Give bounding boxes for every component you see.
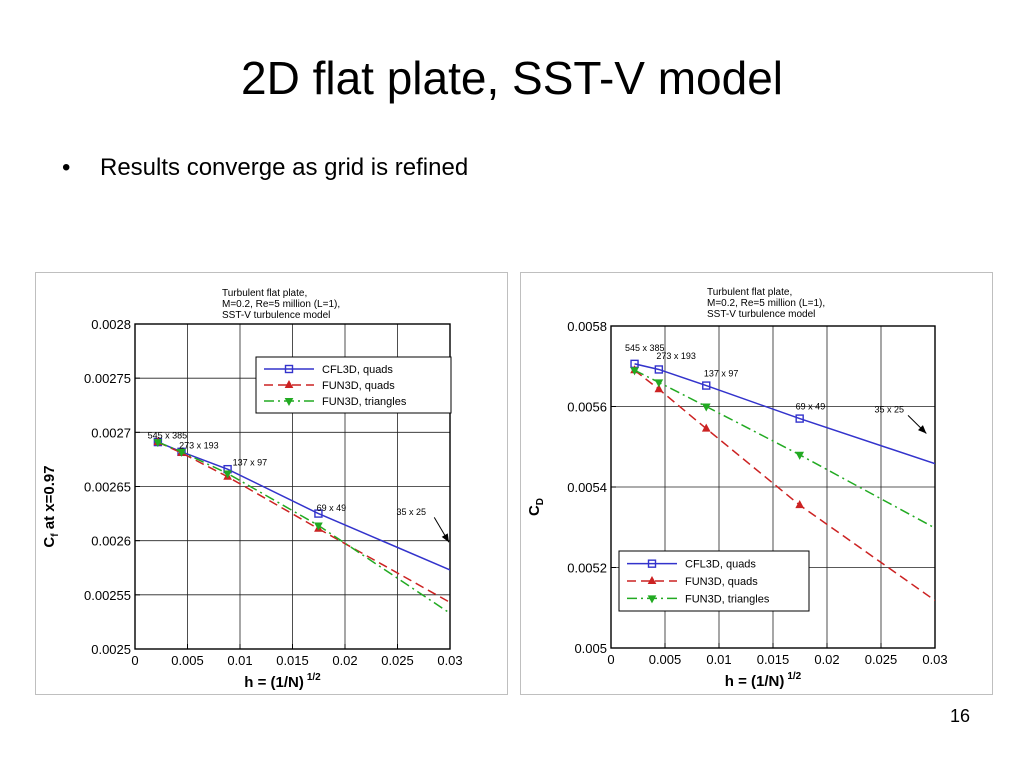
- grid-size-annotation: 273 x 193: [656, 351, 696, 361]
- grid-size-annotation: 137 x 97: [704, 369, 739, 379]
- series-group: [153, 437, 450, 614]
- series-line-2: [157, 441, 450, 614]
- bullet-item: • Results converge as grid is refined: [62, 152, 468, 184]
- y-axis-label-subscript: f: [50, 533, 61, 537]
- cf-convergence-chart: Turbulent flat plate,M=0.2, Re=5 million…: [41, 288, 463, 691]
- x-tick-label: 0.005: [649, 652, 682, 667]
- annotation-arrow-head: [917, 425, 927, 434]
- y-tick-label: 0.0058: [567, 319, 607, 334]
- slide-title: 2D flat plate, SST-V model: [240, 52, 784, 104]
- legend-label: FUN3D, triangles: [685, 593, 770, 605]
- x-tick-label: 0.03: [437, 653, 462, 668]
- x-tick-label: 0.01: [706, 652, 731, 667]
- x-axis-label: h = (1/N) 1/2: [244, 672, 321, 691]
- data-point-0: [314, 509, 323, 518]
- legend-label: FUN3D, triangles: [322, 396, 407, 408]
- data-point-0: [702, 381, 711, 390]
- y-tick-label: 0.00275: [84, 371, 131, 386]
- x-tick-label: 0.025: [381, 653, 414, 668]
- x-tick-label: 0.01: [227, 653, 252, 668]
- chart-title-line: SST-V turbulence model: [222, 310, 330, 321]
- x-tick-label: 0.025: [865, 652, 898, 667]
- data-point-1: [795, 500, 805, 509]
- grid-size-annotation: 69 x 49: [317, 503, 347, 513]
- x-tick-label: 0.015: [757, 652, 790, 667]
- legend-label: CFL3D, quads: [685, 559, 756, 571]
- y-axis-label-subscript: D: [535, 498, 546, 505]
- x-tick-label: 0: [131, 653, 138, 668]
- x-tick-label: 0: [607, 652, 614, 667]
- data-point-2: [223, 470, 232, 479]
- y-tick-label: 0.00265: [84, 480, 131, 495]
- bullet-marker: •: [62, 154, 71, 181]
- data-point-0: [795, 414, 804, 423]
- legend-marker-0: [647, 559, 657, 568]
- annotation-arrow-head: [441, 533, 449, 543]
- x-axis-label: h = (1/N) 1/2: [725, 671, 802, 690]
- bullet-text: Results converge as grid is refined: [100, 154, 469, 181]
- y-axis-label-suffix: at x=0.97: [41, 465, 58, 533]
- cd-convergence-chart: Turbulent flat plate,M=0.2, Re=5 million…: [526, 287, 948, 690]
- x-tick-label: 0.005: [171, 653, 204, 668]
- y-tick-label: 0.0054: [567, 480, 607, 495]
- page-number: 16: [949, 706, 970, 726]
- legend-marker-2: [647, 595, 657, 604]
- data-point-1: [701, 423, 711, 432]
- x-tick-label: 0.02: [814, 652, 839, 667]
- y-tick-label: 0.00255: [84, 588, 131, 603]
- chart-title-line: M=0.2, Re=5 million (L=1),: [707, 298, 825, 309]
- data-point-2: [177, 448, 186, 457]
- grid-size-annotation: 545 x 385: [148, 430, 188, 440]
- legend-marker-0: [284, 364, 294, 374]
- legend-label: CFL3D, quads: [322, 364, 393, 376]
- grid-size-annotation: 273 x 193: [179, 441, 219, 451]
- legend-marker-2: [284, 398, 294, 407]
- chart-title-line: Turbulent flat plate,: [707, 287, 792, 298]
- legend-label: FUN3D, quads: [322, 380, 395, 392]
- series-line-0: [634, 363, 935, 465]
- legend-label: FUN3D, quads: [685, 576, 758, 588]
- y-tick-label: 0.0027: [91, 425, 131, 440]
- grid-size-annotation: 545 x 385: [625, 343, 665, 353]
- data-point-2: [630, 367, 639, 376]
- grid-size-annotation: 35 x 25: [875, 405, 905, 415]
- series-line-1: [157, 441, 450, 604]
- cf-chart-panel: Turbulent flat plate, M=0.2, Re=5 million…: [35, 272, 508, 695]
- grid-size-annotation: 35 x 25: [396, 507, 426, 517]
- grid-size-annotation: 69 x 49: [796, 402, 826, 412]
- y-tick-label: 0.0026: [91, 534, 131, 549]
- y-tick-label: 0.0028: [91, 317, 131, 332]
- data-point-2: [153, 439, 163, 448]
- y-tick-label: 0.0025: [91, 642, 131, 657]
- chart-title-line: Turbulent flat plate,: [222, 288, 307, 299]
- y-axis-label: CD: [526, 498, 546, 516]
- y-tick-label: 0.005: [574, 641, 607, 656]
- legend-marker-1: [647, 575, 657, 584]
- legend-marker-1: [284, 379, 294, 388]
- chart-title-line: SST-V turbulence model: [707, 309, 815, 320]
- x-axis-label-superscript: 1/2: [787, 671, 801, 682]
- data-point-1: [654, 384, 664, 393]
- data-point-2: [314, 522, 323, 531]
- data-point-2: [654, 379, 664, 388]
- grid-size-annotation: 137 x 97: [233, 457, 268, 467]
- x-tick-label: 0.03: [922, 652, 947, 667]
- chart-title-line: M=0.2, Re=5 million (L=1),: [222, 299, 340, 310]
- data-point-0: [654, 365, 664, 374]
- x-axis-label-superscript: 1/2: [307, 672, 321, 683]
- series-group: [630, 359, 935, 602]
- cd-chart-panel: Turbulent flat plate, M=0.2, Re=5 million…: [520, 272, 993, 695]
- data-point-2: [701, 403, 711, 412]
- y-axis-label: Cf at x=0.97: [41, 465, 61, 547]
- x-tick-label: 0.02: [332, 653, 357, 668]
- data-point-2: [795, 451, 805, 460]
- y-tick-label: 0.0056: [567, 400, 607, 415]
- y-tick-label: 0.0052: [567, 561, 607, 576]
- x-tick-label: 0.015: [276, 653, 309, 668]
